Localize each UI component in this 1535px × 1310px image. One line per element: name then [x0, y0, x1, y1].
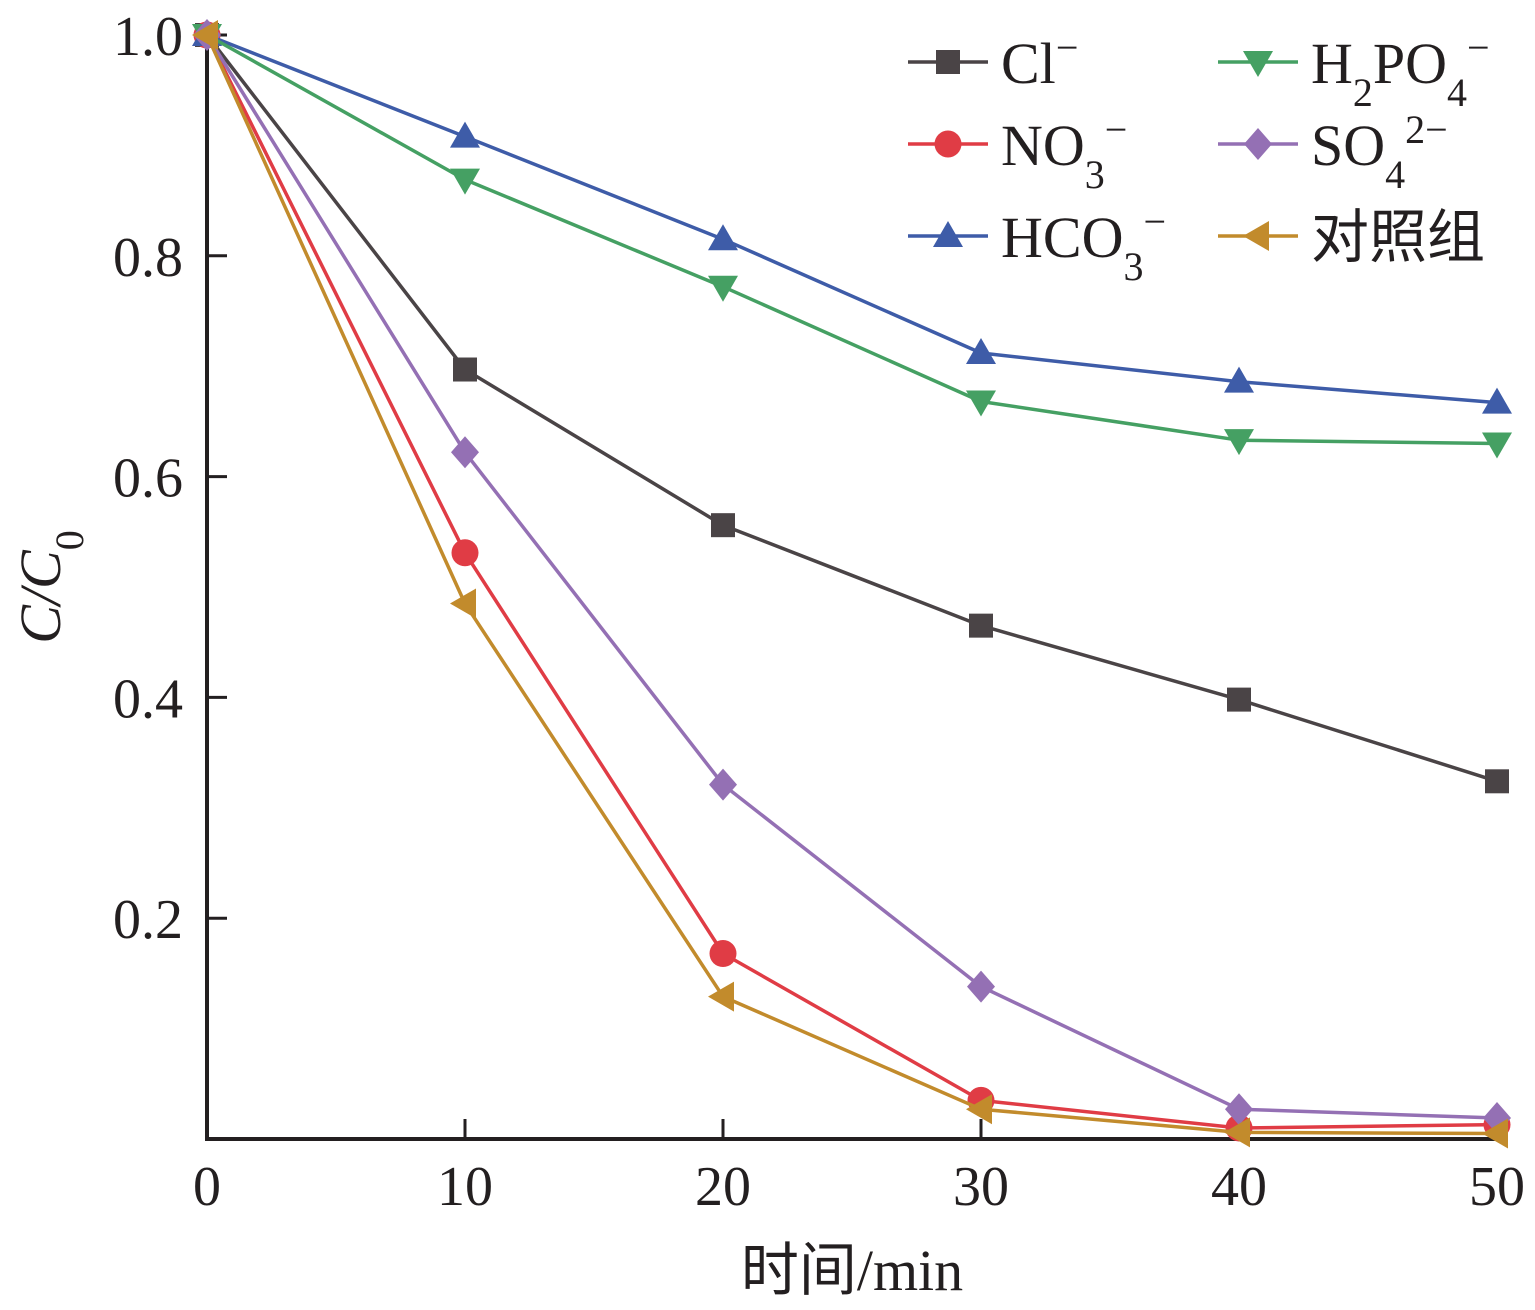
legend: Cl−NO3−HCO3−H2PO4−SO42−对照组	[908, 25, 1490, 289]
data-point-h2po4	[708, 275, 738, 302]
legend-label-no3: NO3−	[1001, 107, 1127, 197]
legend-item-hco3: HCO3−	[908, 199, 1166, 289]
legend-label-main: NO	[1001, 113, 1085, 178]
legend-item-so4: SO42−	[1218, 107, 1448, 197]
series-line-so4	[205, 34, 1498, 1120]
series-line-h2po4	[206, 33, 1498, 446]
y-axis-title-sub: 0	[47, 530, 92, 550]
data-point-no3	[451, 539, 479, 567]
data-point-cl	[969, 613, 993, 638]
data-point-hco3	[708, 224, 738, 251]
legend-marker-hco3	[933, 221, 963, 247]
data-point-no3	[709, 940, 737, 968]
x-tick-label: 30	[953, 1156, 1009, 1218]
legend-item-h2po4: H2PO4−	[1218, 25, 1490, 115]
legend-label-main: Cl	[1001, 31, 1056, 96]
legend-label-h2po4: H2PO4−	[1311, 25, 1490, 115]
series-line-cl	[205, 33, 1498, 783]
legend-marker-ctrl	[1243, 221, 1269, 251]
legend-label-ctrl: 对照组	[1311, 205, 1485, 270]
legend-label-main2: PO	[1373, 31, 1447, 96]
data-point-hco3	[450, 121, 480, 148]
y-axis-title-main: C/C	[8, 549, 73, 644]
data-point-h2po4	[450, 168, 480, 195]
y-tick-label: 0.6	[113, 448, 183, 510]
legend-label-hco3: HCO3−	[1001, 199, 1166, 289]
data-point-hco3	[1224, 366, 1254, 393]
data-point-so4	[1225, 1093, 1253, 1126]
legend-label-sup: −	[1105, 107, 1128, 152]
x-tick-label: 40	[1211, 1156, 1267, 1218]
data-point-ctrl	[708, 981, 734, 1012]
data-point-h2po4	[966, 390, 996, 417]
legend-label-main: H	[1311, 31, 1353, 96]
x-axis-title: 时间/min	[741, 1238, 963, 1303]
legend-marker-cl	[936, 50, 960, 74]
series-line-no3	[205, 34, 1498, 1130]
series-ctrl	[192, 20, 1508, 1149]
data-point-ctrl	[1482, 1118, 1508, 1149]
legend-marker-no3	[934, 130, 962, 158]
legend-label-sub2: 4	[1447, 70, 1467, 115]
data-point-hco3	[966, 337, 996, 364]
legend-label-sub: 4	[1385, 152, 1405, 197]
legend-item-ctrl: 对照组	[1218, 205, 1485, 270]
legend-label-sub: 2	[1353, 70, 1373, 115]
series-no3	[193, 21, 1511, 1142]
y-tick-label: 0.2	[113, 889, 183, 951]
legend-label-sup: −	[1467, 25, 1490, 70]
data-point-h2po4	[1224, 429, 1254, 456]
y-tick-label: 0.4	[113, 668, 183, 730]
data-point-cl	[453, 357, 477, 382]
legend-label-sub: 3	[1123, 244, 1143, 289]
legend-label-sup: −	[1056, 25, 1079, 70]
data-point-ctrl	[1224, 1117, 1250, 1148]
legend-label-main: 对照组	[1311, 205, 1485, 270]
data-point-so4	[451, 436, 479, 469]
legend-item-cl: Cl−	[908, 25, 1078, 97]
legend-marker-so4	[1244, 128, 1272, 160]
legend-label-sup: 2−	[1405, 107, 1448, 152]
data-point-cl	[711, 513, 735, 538]
data-point-ctrl	[966, 1094, 992, 1125]
y-tick-label: 0.8	[113, 227, 183, 289]
data-point-ctrl	[450, 588, 476, 619]
legend-label-so4: SO42−	[1311, 107, 1448, 197]
y-tick-label: 1.0	[113, 6, 183, 68]
data-point-so4	[709, 768, 737, 801]
legend-label-sup: −	[1143, 199, 1166, 244]
x-tick-label: 10	[437, 1156, 493, 1218]
legend-label-main: HCO	[1001, 205, 1123, 270]
data-point-so4	[967, 970, 995, 1003]
legend-marker-h2po4	[1243, 51, 1273, 77]
series-so4	[193, 19, 1511, 1135]
x-tick-label: 20	[695, 1156, 751, 1218]
series-line-hco3	[206, 33, 1498, 405]
data-point-cl	[1227, 687, 1251, 712]
data-point-hco3	[1482, 387, 1512, 414]
series-layer	[192, 19, 1512, 1149]
data-point-cl	[1485, 769, 1509, 794]
series-line-ctrl	[205, 34, 1498, 1136]
legend-item-no3: NO3−	[908, 107, 1127, 197]
legend-label-cl: Cl−	[1001, 25, 1078, 97]
data-point-ctrl	[192, 20, 218, 50]
y-axis-title: C/C0	[8, 530, 92, 644]
legend-label-main: SO	[1311, 113, 1385, 178]
legend-label-sub: 3	[1085, 152, 1105, 197]
x-tick-label: 50	[1469, 1156, 1525, 1218]
x-tick-label: 0	[193, 1156, 221, 1218]
data-point-h2po4	[1482, 432, 1512, 459]
